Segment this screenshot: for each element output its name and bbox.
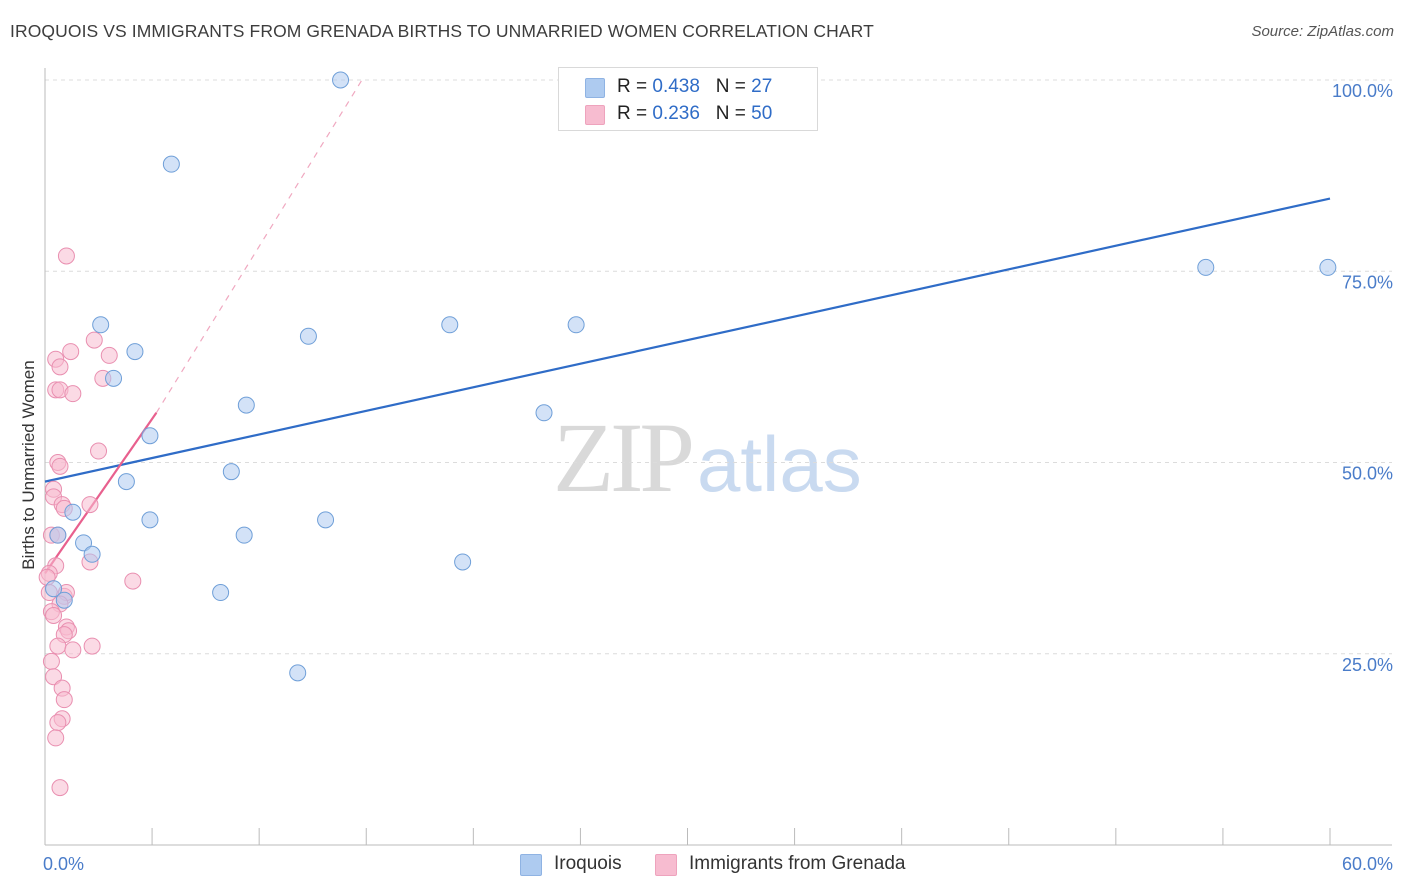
point-iroquois: [92, 316, 110, 334]
point-iroquois: [235, 526, 253, 544]
point-iroquois: [55, 591, 73, 609]
point-iroquois: [83, 545, 101, 563]
legend-swatch-grenada: [585, 105, 605, 125]
n-value: 27: [751, 76, 773, 97]
point-iroquois: [126, 343, 144, 361]
point-grenada: [90, 442, 108, 460]
trend-line-iroquois: [44, 197, 1331, 483]
trend-line-grenada-extension: [155, 79, 363, 414]
point-iroquois: [162, 155, 180, 173]
point-iroquois: [141, 511, 159, 529]
trend-line-grenada: [44, 412, 158, 575]
point-iroquois: [117, 473, 135, 491]
y-tick-label: 50.0%: [1342, 464, 1393, 484]
r-value: 0.236: [652, 103, 700, 124]
point-iroquois: [64, 503, 82, 521]
point-grenada: [64, 385, 82, 403]
series-legend: Iroquois Immigrants from Grenada: [0, 852, 1406, 878]
point-grenada: [85, 331, 103, 349]
point-grenada: [57, 247, 75, 265]
point-iroquois: [567, 316, 585, 334]
r-value: 0.438: [652, 76, 700, 97]
n-label: N =: [715, 76, 752, 97]
legend-swatch-iroquois: [585, 78, 605, 98]
point-iroquois: [141, 427, 159, 445]
point-grenada: [83, 637, 101, 655]
point-iroquois: [75, 534, 93, 552]
y-tick-label: 75.0%: [1342, 272, 1393, 292]
point-iroquois: [1197, 258, 1215, 276]
point-iroquois: [299, 327, 317, 345]
point-iroquois: [222, 463, 240, 481]
point-iroquois: [45, 580, 63, 598]
point-grenada: [47, 729, 65, 747]
legend-label-iroquois: Iroquois: [554, 853, 622, 874]
point-grenada: [49, 637, 67, 655]
n-label: N =: [715, 103, 752, 124]
point-iroquois: [1319, 258, 1337, 276]
data-points: [38, 71, 1337, 797]
point-iroquois: [49, 526, 67, 544]
point-grenada: [51, 457, 69, 475]
n-value: 50: [751, 103, 773, 124]
y-tick-label: 25.0%: [1342, 655, 1393, 675]
legend-label-grenada: Immigrants from Grenada: [689, 853, 906, 874]
y-tick-label: 100.0%: [1332, 81, 1393, 101]
r-label: R =: [617, 103, 653, 124]
source-credit: Source: ZipAtlas.com: [1251, 23, 1394, 40]
legend-swatch-iroquois: [520, 854, 542, 876]
point-iroquois: [105, 369, 123, 387]
point-grenada: [42, 652, 60, 670]
point-iroquois: [535, 404, 553, 422]
watermark-zip: ZIP: [553, 402, 695, 513]
point-grenada: [55, 691, 73, 709]
point-grenada: [81, 496, 99, 514]
tick-labels: 25.0% 50.0% 75.0% 100.0% 0.0% 60.0%: [43, 81, 1393, 874]
point-grenada: [45, 607, 63, 624]
legend-swatch-grenada: [655, 854, 677, 876]
point-iroquois: [454, 553, 472, 571]
point-grenada: [51, 779, 69, 797]
point-grenada: [64, 641, 82, 659]
point-iroquois: [212, 584, 230, 602]
watermark: ZIPatlas: [553, 400, 862, 515]
axes: [44, 68, 1392, 846]
chart-title: IROQUOIS VS IMMIGRANTS FROM GRENADA BIRT…: [10, 21, 874, 41]
gridlines: [45, 79, 1392, 655]
point-iroquois: [289, 664, 307, 682]
point-iroquois: [441, 316, 459, 334]
point-grenada: [45, 668, 63, 686]
stats-legend: R = 0.438 N = 27 R = 0.236 N = 50: [558, 67, 818, 131]
point-grenada: [100, 346, 118, 364]
r-label: R =: [617, 76, 653, 97]
point-iroquois: [332, 71, 350, 89]
point-grenada: [62, 343, 80, 361]
trend-lines: [44, 79, 1331, 575]
x-tick-label: 0.0%: [43, 854, 84, 874]
point-grenada: [49, 714, 67, 732]
x-tick-label: 60.0%: [1342, 854, 1393, 874]
point-iroquois: [237, 396, 255, 414]
point-grenada: [51, 358, 69, 376]
watermark-atlas: atlas: [697, 420, 862, 508]
point-iroquois: [317, 511, 335, 529]
point-grenada: [124, 572, 142, 590]
